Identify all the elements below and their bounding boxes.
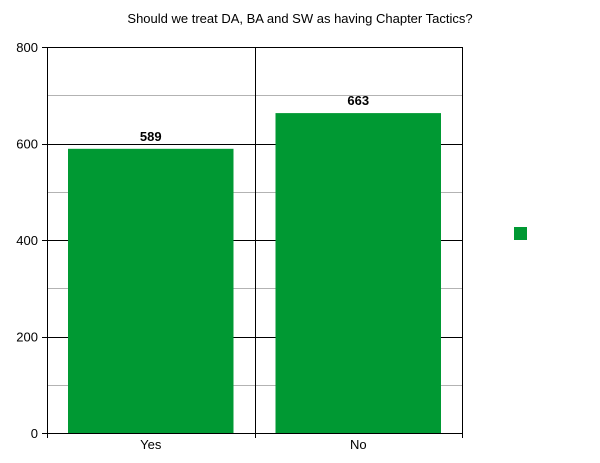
y-tick-label: 0 bbox=[31, 426, 38, 441]
chart-title: Should we treat DA, BA and SW as having … bbox=[127, 11, 472, 26]
data-label-no: 663 bbox=[347, 93, 369, 108]
axes bbox=[42, 47, 462, 438]
bars bbox=[68, 113, 441, 433]
legend bbox=[514, 227, 527, 240]
y-tick-label: 200 bbox=[16, 330, 38, 345]
legend-swatch bbox=[514, 227, 527, 240]
bar-yes bbox=[68, 148, 234, 433]
y-tick-label: 600 bbox=[16, 137, 38, 152]
labels: 589 663 0 200 400 600 800 Yes No bbox=[16, 40, 369, 452]
data-label-yes: 589 bbox=[140, 129, 162, 144]
y-tick-label: 400 bbox=[16, 233, 38, 248]
bar-no bbox=[275, 113, 441, 433]
x-tick-label-yes: Yes bbox=[140, 437, 162, 452]
x-tick-label-no: No bbox=[350, 437, 367, 452]
y-tick-label: 800 bbox=[16, 40, 38, 55]
